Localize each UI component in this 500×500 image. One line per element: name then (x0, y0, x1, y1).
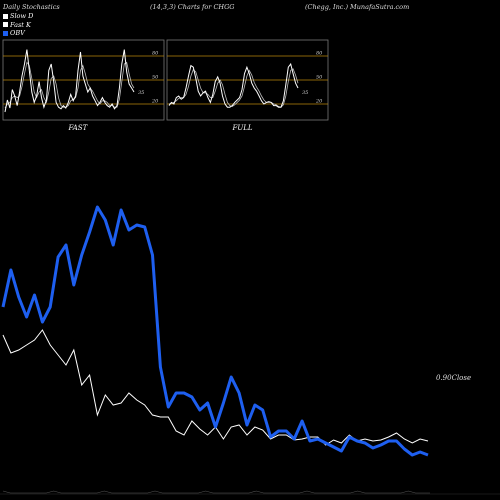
chart-header-left: Daily Stochastics (3, 3, 60, 11)
legend-swatch-fast-k (3, 22, 8, 28)
legend-label-fast-k: Fast K (10, 20, 31, 29)
legend-label-slow-d: Slow D (10, 12, 34, 21)
panel-full-tick-label: 80 (316, 51, 323, 57)
obv-line (1, 205, 429, 457)
panel-fast-label: FAST (68, 124, 89, 132)
panel-fast-tick-label: 80 (152, 51, 159, 57)
legend-label-obv: OBV (10, 29, 25, 38)
panel-fast-fast-k-line (4, 49, 135, 113)
legend-item-obv: OBV (3, 29, 33, 38)
panel-full-last-value: 35 (302, 90, 308, 96)
last-close-label: 0.90Close (436, 374, 471, 382)
panel-full-fast-k-line (168, 62, 299, 108)
legend-swatch-obv (3, 30, 8, 36)
legend-item-slow-d: Slow D (3, 12, 33, 21)
legend-swatch-slow-d (3, 13, 8, 19)
legend-item-fast-k: Fast K (3, 21, 33, 30)
panel-fast-tick-label: 20 (151, 99, 159, 105)
legend: Slow D Fast K OBV (3, 12, 33, 38)
chart-header-center: (14,3,3) Charts for CHGG (150, 3, 235, 11)
panel-full-tick-label: 50 (316, 75, 323, 81)
panel-full-slow-d-line (168, 68, 299, 108)
panel-full-label: FULL (232, 124, 253, 132)
panel-full-tick-label: 20 (315, 99, 323, 105)
panel-fast-last-value: 35 (138, 90, 144, 96)
panel-fast-tick-label: 50 (152, 75, 159, 81)
volume-line (2, 490, 430, 494)
chart-header-right: (Chegg, Inc.) MunafaSutra.com (305, 3, 410, 11)
